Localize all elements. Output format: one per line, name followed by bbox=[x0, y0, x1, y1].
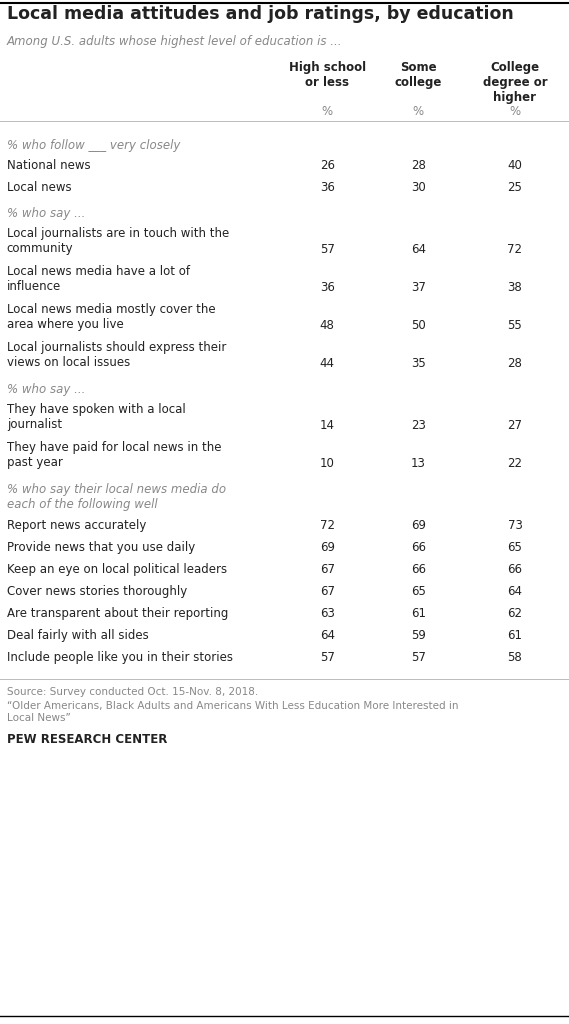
Text: 57: 57 bbox=[411, 651, 426, 664]
Text: Local media attitudes and job ratings, by education: Local media attitudes and job ratings, b… bbox=[7, 5, 514, 23]
Text: Source: Survey conducted Oct. 15-Nov. 8, 2018.: Source: Survey conducted Oct. 15-Nov. 8,… bbox=[7, 687, 258, 697]
Text: 28: 28 bbox=[508, 357, 522, 370]
Text: 65: 65 bbox=[411, 585, 426, 598]
Text: 27: 27 bbox=[508, 419, 522, 432]
Text: 63: 63 bbox=[320, 607, 335, 620]
Text: Some
college: Some college bbox=[394, 61, 442, 89]
Text: 14: 14 bbox=[320, 419, 335, 432]
Text: 30: 30 bbox=[411, 181, 426, 194]
Text: PEW RESEARCH CENTER: PEW RESEARCH CENTER bbox=[7, 733, 167, 746]
Text: Local news media have a lot of
influence: Local news media have a lot of influence bbox=[7, 265, 190, 293]
Text: High school
or less: High school or less bbox=[288, 61, 366, 89]
Text: 58: 58 bbox=[508, 651, 522, 664]
Text: 13: 13 bbox=[411, 457, 426, 470]
Text: 62: 62 bbox=[508, 607, 522, 620]
Text: 23: 23 bbox=[411, 419, 426, 432]
Text: 73: 73 bbox=[508, 519, 522, 532]
Text: % who say ...: % who say ... bbox=[7, 207, 85, 220]
Text: Deal fairly with all sides: Deal fairly with all sides bbox=[7, 629, 149, 642]
Text: 66: 66 bbox=[411, 541, 426, 554]
Text: % who follow ___ very closely: % who follow ___ very closely bbox=[7, 139, 180, 152]
Text: College
degree or
higher: College degree or higher bbox=[483, 61, 547, 104]
Text: %: % bbox=[413, 105, 424, 118]
Text: 50: 50 bbox=[411, 319, 426, 332]
Text: 10: 10 bbox=[320, 457, 335, 470]
Text: 57: 57 bbox=[320, 243, 335, 256]
Text: 65: 65 bbox=[508, 541, 522, 554]
Text: 35: 35 bbox=[411, 357, 426, 370]
Text: 61: 61 bbox=[508, 629, 522, 642]
Text: National news: National news bbox=[7, 159, 90, 172]
Text: %: % bbox=[509, 105, 521, 118]
Text: % who say ...: % who say ... bbox=[7, 383, 85, 396]
Text: Local news media mostly cover the
area where you live: Local news media mostly cover the area w… bbox=[7, 303, 216, 331]
Text: Local journalists are in touch with the
community: Local journalists are in touch with the … bbox=[7, 227, 229, 255]
Text: 36: 36 bbox=[320, 281, 335, 294]
Text: 66: 66 bbox=[411, 563, 426, 575]
Text: Provide news that you use daily: Provide news that you use daily bbox=[7, 541, 195, 554]
Text: Report news accurately: Report news accurately bbox=[7, 519, 146, 532]
Text: 72: 72 bbox=[320, 519, 335, 532]
Text: 67: 67 bbox=[320, 563, 335, 575]
Text: 64: 64 bbox=[508, 585, 522, 598]
Text: 69: 69 bbox=[411, 519, 426, 532]
Text: Are transparent about their reporting: Are transparent about their reporting bbox=[7, 607, 228, 620]
Text: 64: 64 bbox=[411, 243, 426, 256]
Text: 38: 38 bbox=[508, 281, 522, 294]
Text: 57: 57 bbox=[320, 651, 335, 664]
Text: 59: 59 bbox=[411, 629, 426, 642]
Text: % who say their local news media do
each of the following well: % who say their local news media do each… bbox=[7, 483, 226, 511]
Text: 40: 40 bbox=[508, 159, 522, 172]
Text: 25: 25 bbox=[508, 181, 522, 194]
Text: 37: 37 bbox=[411, 281, 426, 294]
Text: Among U.S. adults whose highest level of education is ...: Among U.S. adults whose highest level of… bbox=[7, 35, 343, 48]
Text: They have paid for local news in the
past year: They have paid for local news in the pas… bbox=[7, 441, 221, 469]
Text: Cover news stories thoroughly: Cover news stories thoroughly bbox=[7, 585, 187, 598]
Text: 61: 61 bbox=[411, 607, 426, 620]
Text: 48: 48 bbox=[320, 319, 335, 332]
Text: 22: 22 bbox=[508, 457, 522, 470]
Text: 55: 55 bbox=[508, 319, 522, 332]
Text: %: % bbox=[321, 105, 333, 118]
Text: 67: 67 bbox=[320, 585, 335, 598]
Text: Keep an eye on local political leaders: Keep an eye on local political leaders bbox=[7, 563, 227, 575]
Text: 26: 26 bbox=[320, 159, 335, 172]
Text: 69: 69 bbox=[320, 541, 335, 554]
Text: 72: 72 bbox=[508, 243, 522, 256]
Text: 36: 36 bbox=[320, 181, 335, 194]
Text: 44: 44 bbox=[320, 357, 335, 370]
Text: 28: 28 bbox=[411, 159, 426, 172]
Text: They have spoken with a local
journalist: They have spoken with a local journalist bbox=[7, 403, 185, 431]
Text: 66: 66 bbox=[508, 563, 522, 575]
Text: Include people like you in their stories: Include people like you in their stories bbox=[7, 651, 233, 664]
Text: “Older Americans, Black Adults and Americans With Less Education More Interested: “Older Americans, Black Adults and Ameri… bbox=[7, 701, 458, 723]
Text: Local journalists should express their
views on local issues: Local journalists should express their v… bbox=[7, 341, 226, 369]
Text: 64: 64 bbox=[320, 629, 335, 642]
Text: Local news: Local news bbox=[7, 181, 72, 194]
